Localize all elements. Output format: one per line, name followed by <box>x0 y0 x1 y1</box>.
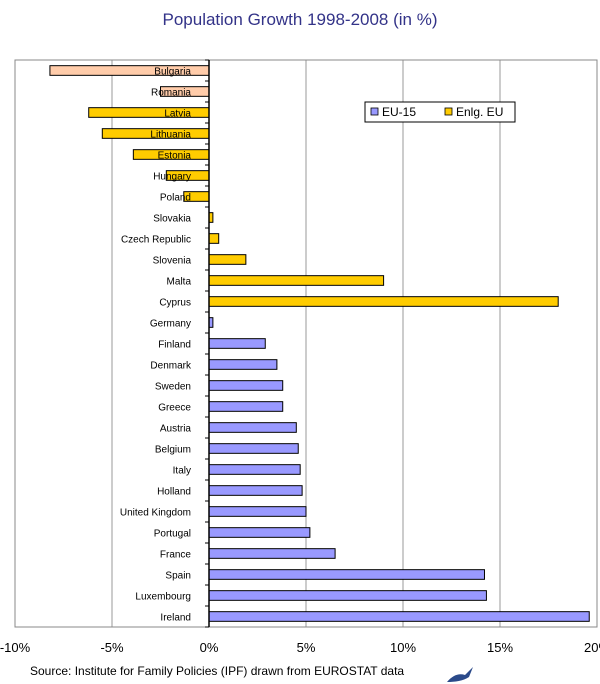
category-label: Latvia <box>164 109 191 120</box>
bar-luxembourg <box>208 590 487 601</box>
bar-finland <box>208 338 266 349</box>
x-tick-label: -5% <box>100 640 124 655</box>
category-labels: Bulgaria Romania Latvia Lithuania Estonia Hun… <box>120 67 192 624</box>
bar-ireland <box>208 611 590 622</box>
bar-czech-republic <box>208 233 220 244</box>
legend: EU-15 Enlg. EU <box>364 101 516 123</box>
category-label: Lithuania <box>150 130 191 141</box>
chart-title: Population Growth 1998-2008 (in %) <box>162 10 438 29</box>
bar-holland <box>208 485 303 496</box>
bar-denmark <box>208 359 278 370</box>
category-label: Cyprus <box>159 298 191 309</box>
bar-united-kingdom <box>208 506 307 517</box>
category-label: Romania <box>151 88 191 99</box>
x-tick-label: 10% <box>390 640 416 655</box>
x-tick-label: 0% <box>200 640 219 655</box>
bar-austria <box>208 422 297 433</box>
grid-layer <box>14 60 598 627</box>
category-label: Sweden <box>155 382 191 393</box>
source-note: Source: Institute for Family Policies (I… <box>30 664 405 678</box>
bird-logo-icon <box>447 667 473 682</box>
axis-layer <box>14 59 598 628</box>
bar-slovenia <box>208 254 247 265</box>
bar-chart: Bulgaria Romania Latvia Lithuania Estonia Hun… <box>0 59 600 655</box>
category-label: Finland <box>158 340 191 351</box>
bar-malta <box>208 275 385 286</box>
legend-label-eu15: EU-15 <box>382 105 416 119</box>
category-label: Holland <box>157 487 191 498</box>
category-label: Czech Republic <box>121 235 191 246</box>
category-label: Belgium <box>155 445 191 456</box>
bar-sweden <box>208 380 284 391</box>
x-tick-label: -10% <box>0 640 31 655</box>
x-tick-label: 20% <box>584 640 600 655</box>
bar-greece <box>208 401 284 412</box>
bar-portugal <box>208 527 311 538</box>
category-label: Portugal <box>154 529 191 540</box>
legend-swatch-eu15 <box>370 107 379 116</box>
category-label: Malta <box>167 277 192 288</box>
legend-swatch-enlg <box>444 107 453 116</box>
x-tick-label: 15% <box>487 640 513 655</box>
category-label: Denmark <box>150 361 192 372</box>
category-label: Ireland <box>160 613 191 624</box>
category-label: Poland <box>160 193 191 204</box>
category-label: Luxembourg <box>135 592 191 603</box>
x-tick-label: 5% <box>297 640 316 655</box>
plot-area-border <box>14 59 598 628</box>
category-label: Hungary <box>153 172 191 183</box>
category-label: Estonia <box>158 151 192 162</box>
category-label: Germany <box>150 319 191 330</box>
bar-spain <box>208 569 485 580</box>
category-label: United Kingdom <box>120 508 191 519</box>
bar-cyprus <box>208 296 559 307</box>
bar-italy <box>208 464 301 475</box>
category-label: Bulgaria <box>154 67 191 78</box>
bar-belgium <box>208 443 299 454</box>
category-label: Slovakia <box>153 214 191 225</box>
bars-layer <box>49 65 590 622</box>
legend-box <box>364 101 516 123</box>
category-label: Greece <box>158 403 191 414</box>
category-label: Spain <box>165 571 191 582</box>
category-label: Italy <box>173 466 191 477</box>
category-label: France <box>160 550 192 561</box>
category-label: Austria <box>160 424 192 435</box>
category-label: Slovenia <box>153 256 192 267</box>
bar-france <box>208 548 336 559</box>
x-tick-labels: -10% -5% 0% 5% 10% 15% 20% <box>0 640 600 655</box>
legend-label-enlg: Enlg. EU <box>456 105 503 119</box>
